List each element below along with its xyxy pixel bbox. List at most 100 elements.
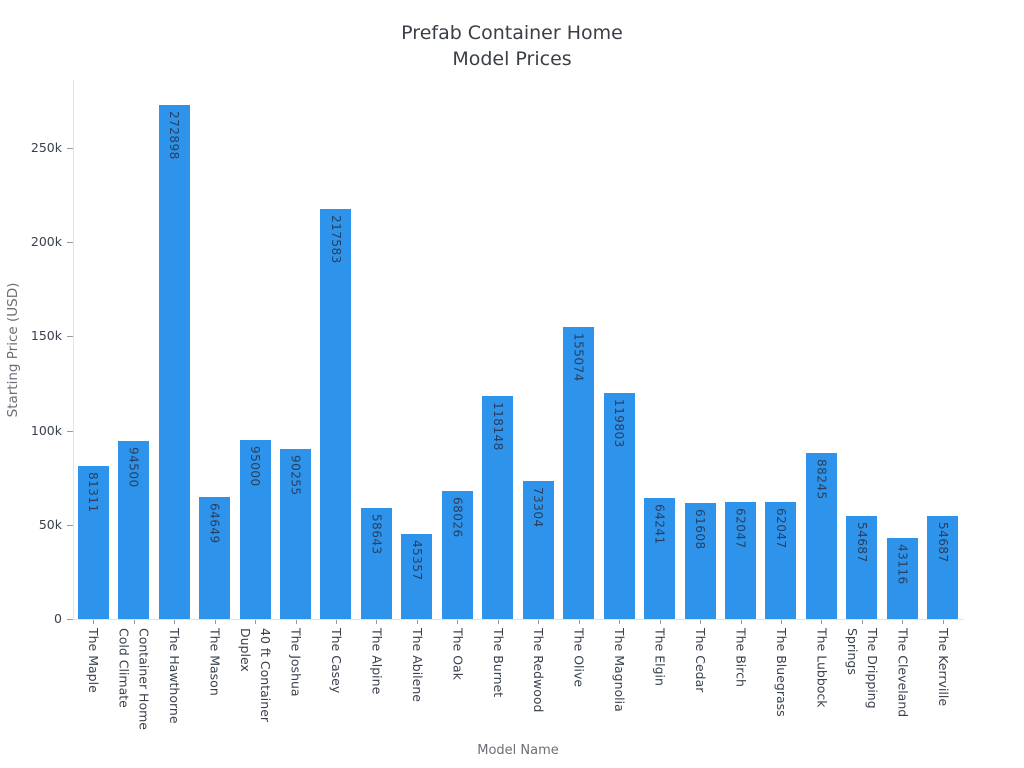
bar-value-label: 62047 [733,508,748,549]
bar: 61608 [684,502,716,619]
bar: 272898 [158,104,190,619]
bar: 68026 [441,490,473,619]
x-tick-label: The Mason [170,628,260,696]
bar: 54687 [927,515,959,619]
x-tick-label-line: Duplex [238,628,254,672]
x-tick-label-line: The Dripping [864,628,880,709]
x-tick-label-line: Cold Climate [116,628,132,708]
bar-value-label: 68026 [450,496,465,538]
x-tick-label-line: Container Home [136,628,152,730]
x-tick-mark [659,620,661,624]
y-tick-mark [67,430,73,432]
bar-value-label: 272898 [167,110,182,160]
plot-area [73,80,964,620]
x-tick-mark [133,620,135,624]
x-tick-label-line: The Burnet [490,628,506,698]
bar-value-label: 90255 [288,454,303,496]
bar: 95000 [239,439,271,619]
bar-value-label: 118148 [490,402,505,452]
x-tick-mark [942,620,944,624]
bar: 119803 [603,393,635,619]
chart-title-line-2: Model Prices [452,48,572,70]
bar: 217583 [320,208,352,619]
bar-value-label: 61608 [693,508,708,550]
x-tick-label-line: The Birch [733,628,749,687]
bar-value-label: 54687 [935,521,950,563]
y-tick-mark [67,147,73,149]
x-tick-label: The Maple [48,628,138,693]
x-tick-label: The Joshua [251,628,341,697]
bar: 94500 [118,440,150,619]
chart-title-line-1: Prefab Container Home [401,22,623,44]
y-tick-mark [67,619,73,620]
bar-value-label: 45357 [409,539,424,581]
x-tick-label: Duplex 40 ft Container [210,628,300,722]
x-tick-label: Springs The Dripping [817,628,907,709]
y-tick-mark [67,242,73,244]
bar: 73304 [522,480,554,619]
x-tick-label-line: The Redwood [531,628,547,713]
x-tick-label: The Olive [534,628,624,687]
x-tick-label: The Cedar [655,628,745,692]
y-tick-mark [67,524,73,526]
bar-value-label: 64241 [652,503,667,545]
x-tick-label-line: The Elgin [652,628,668,686]
x-tick-label: The Birch [696,628,786,687]
x-tick-label-line: The Maple [86,628,102,693]
x-tick-label: The Cleveland [857,628,947,717]
bar-value-label: 155074 [571,332,586,382]
x-tick-label-line: The Alpine [369,628,385,695]
bar-value-label: 64649 [207,503,222,544]
bar-value-label: 94500 [126,446,141,488]
bar: 155074 [563,326,595,619]
y-axis-title: Starting Price (USD) [5,282,21,418]
x-tick-label-line: The Magnolia [612,628,628,712]
x-tick-label-line: The Casey [328,628,344,694]
x-tick-label-line: Springs [844,628,860,675]
bar: 62047 [765,502,797,619]
x-tick-mark [861,620,863,624]
bar: 118148 [482,396,514,619]
chart-title: Prefab Container Home Model Prices [0,20,1024,72]
x-tick-label-line: The Oak [450,628,466,680]
x-tick-label: The Abilene [372,628,462,702]
x-tick-label-line: 40 ft Container [258,628,274,723]
y-tick-label: 0 [54,611,62,626]
bar: 64241 [644,497,676,619]
x-tick-mark [295,620,297,624]
x-tick-label-line: The Abilene [409,628,425,702]
x-tick-label: The Kerrville [898,628,988,706]
x-tick-label-line: The Hawthorne [167,628,183,724]
x-tick-label: The Elgin [615,628,705,686]
bar-value-label: 62047 [773,508,788,549]
bar-value-label: 54687 [854,521,869,563]
x-tick-mark [416,620,418,624]
x-tick-label-line: The Mason [207,628,223,696]
bar-value-label: 58643 [369,514,384,556]
x-tick-mark [174,620,176,624]
x-tick-label: Cold Climate Container Home [89,628,179,730]
x-tick-label: The Lubbock [776,628,866,708]
x-tick-mark [214,620,216,624]
x-tick-mark [538,620,540,624]
x-tick-label: The Magnolia [574,628,664,712]
x-tick-label: The Oak [412,628,502,680]
x-tick-label-line: The Kerrville [935,628,951,707]
x-tick-label: The Burnet [453,628,543,697]
x-tick-mark [457,620,459,624]
bar-value-label: 43116 [895,543,910,585]
x-tick-label-line: The Cleveland [895,628,911,718]
y-tick-label: 250k [30,139,62,155]
x-tick-mark [780,620,782,624]
y-tick-label: 200k [30,234,62,250]
x-tick-mark [497,620,499,624]
x-tick-mark [93,620,95,624]
y-tick-label: 100k [30,422,62,438]
bar-value-label: 88245 [814,458,829,500]
x-tick-label-line: The Cedar [693,628,709,693]
bar: 43116 [886,537,918,619]
x-tick-mark [902,620,904,624]
x-tick-label: The Redwood [493,628,583,712]
bar-value-label: 217583 [328,214,343,264]
